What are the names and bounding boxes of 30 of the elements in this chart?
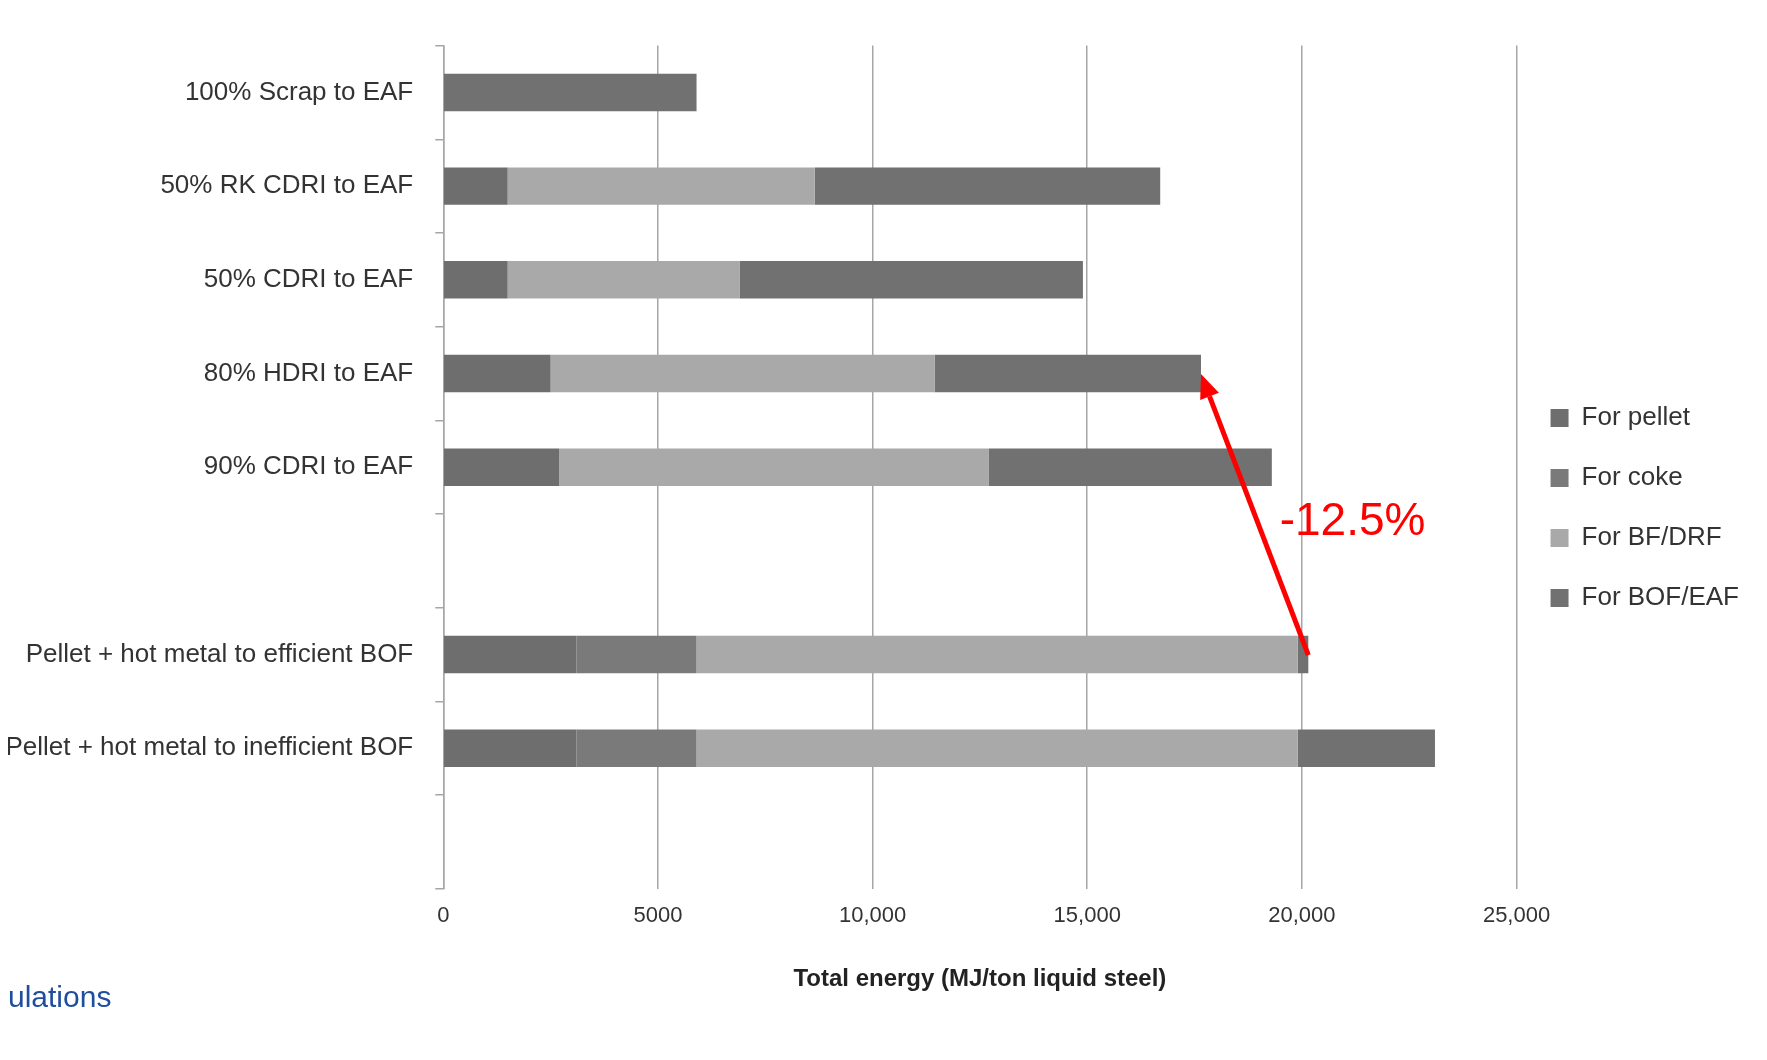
x-tick-label: 25,000 (1482, 902, 1551, 928)
legend-label: For pellet (1581, 401, 1691, 432)
bar (739, 261, 1083, 299)
y-tick-label: 80% HDRI to EAF (203, 356, 414, 387)
x-tick-label: 10,000 (838, 902, 907, 928)
y-tick-label: 100% Scrap to EAF (184, 75, 414, 106)
bar (814, 167, 1161, 205)
x-tick-label: 0 (437, 902, 450, 928)
bar (988, 448, 1272, 486)
x-tick-label: 15,000 (1053, 902, 1121, 928)
y-tick-label: 50% RK CDRI to EAF (160, 169, 414, 200)
bar (444, 73, 697, 112)
legend-label: For coke (1581, 461, 1683, 492)
y-tick-label: Pellet + hot metal to inefficient BOF (5, 731, 414, 762)
bar (1297, 729, 1435, 767)
bar (444, 448, 560, 486)
legend-label: For BF/DRF (1581, 521, 1722, 552)
x-tick-label: 20,000 (1268, 902, 1336, 928)
bar (444, 261, 508, 299)
x-axis-title: Total energy (MJ/ton liquid steel) (793, 964, 1167, 992)
text: ulations (8, 980, 112, 1014)
annotation: -12.5% (1279, 492, 1426, 547)
legend-label: For BOF/EAF (1581, 581, 1740, 612)
y-tick-label: 90% CDRI to EAF (203, 450, 414, 481)
x-tick-label: 5000 (633, 902, 683, 928)
y-tick-label: 50% CDRI to EAF (203, 262, 414, 293)
bar (444, 167, 508, 205)
y-tick-label: Pellet + hot metal to efficient BOF (25, 637, 414, 668)
bar (934, 354, 1201, 393)
bar (444, 354, 551, 393)
